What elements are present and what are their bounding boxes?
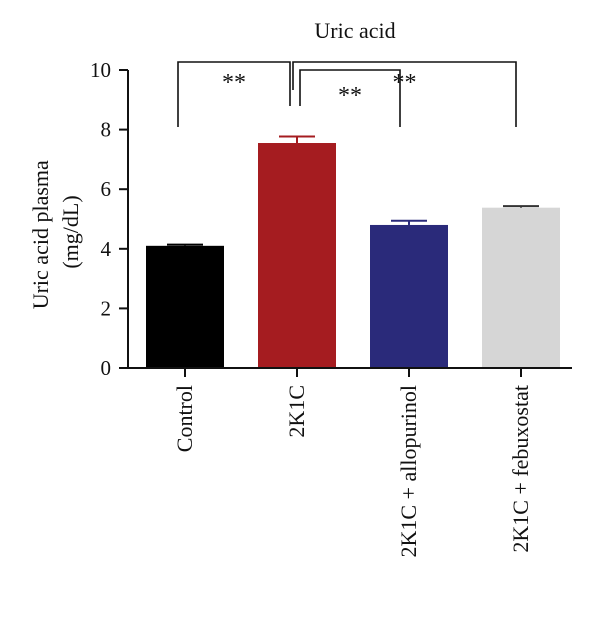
error-bar [167, 243, 203, 246]
error-bar [391, 219, 427, 225]
significance-label: ** [393, 70, 417, 96]
x-tick-label: 2K1C + febuxostat [508, 385, 533, 553]
significance-label: ** [338, 83, 362, 109]
bars [146, 135, 560, 368]
bar [146, 245, 224, 368]
y-axis-label-line1: Uric acid plasma [28, 160, 53, 309]
y-tick-label: 4 [101, 237, 112, 261]
y-tick-label: 8 [101, 118, 112, 142]
x-tick-label: Control [172, 385, 197, 452]
bar [370, 224, 448, 368]
y-tick-label: 0 [101, 356, 112, 380]
error-bar [279, 135, 315, 144]
y-axis: 0 2 4 6 8 10 [90, 58, 129, 380]
x-tick-label: 2K1C [284, 385, 309, 438]
x-axis: Control 2K1C 2K1C + allopurinol 2K1C + febu… [128, 367, 572, 558]
x-tick-label: 2K1C + allopurinol [396, 385, 421, 558]
y-tick-label: 6 [101, 177, 112, 201]
y-tick-label: 2 [101, 296, 112, 320]
significance-label: ** [222, 70, 246, 96]
significance-bracket: ** [177, 61, 291, 127]
y-tick-label: 10 [90, 58, 111, 82]
significance-bracket: ** [292, 61, 517, 127]
bar [482, 207, 560, 368]
error-bar [503, 205, 539, 208]
significance-bracket: ** [299, 69, 401, 127]
y-axis-label-line2: (mg/dL) [58, 195, 83, 268]
bar [258, 143, 336, 368]
chart-title: Uric acid [314, 18, 395, 43]
significance-brackets: ** ** ** [177, 61, 517, 127]
y-axis-label: Uric acid plasma (mg/dL) [28, 155, 83, 310]
